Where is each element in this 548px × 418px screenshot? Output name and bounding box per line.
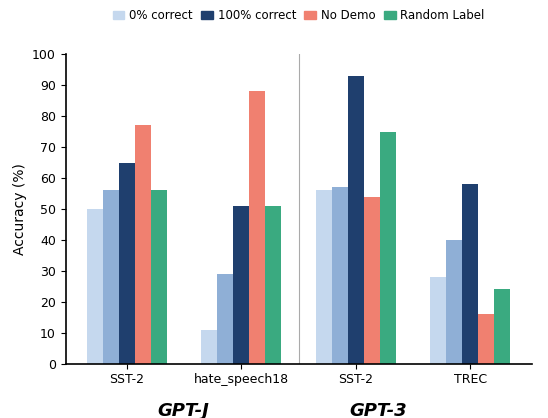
Bar [151,191,167,364]
Legend: 0% correct, 100% correct, No Demo, Random Label: 0% correct, 100% correct, No Demo, Rando… [108,5,489,27]
Bar [201,330,218,364]
Bar [380,132,396,364]
Bar [463,184,478,364]
Bar [218,274,233,364]
Bar [233,206,249,364]
Bar [446,240,463,364]
Bar [265,206,282,364]
Text: GPT-3: GPT-3 [349,402,407,418]
Text: GPT-J: GPT-J [158,402,209,418]
Bar [332,187,348,364]
Bar [316,191,332,364]
Bar [430,277,446,364]
Bar [364,196,380,364]
Bar [348,76,364,364]
Bar [494,289,510,364]
Y-axis label: Accuracy (%): Accuracy (%) [13,163,27,255]
Bar [103,191,119,364]
Bar [249,92,265,364]
Bar [119,163,135,364]
Bar [135,125,151,364]
Bar [87,209,103,364]
Bar [478,314,494,364]
